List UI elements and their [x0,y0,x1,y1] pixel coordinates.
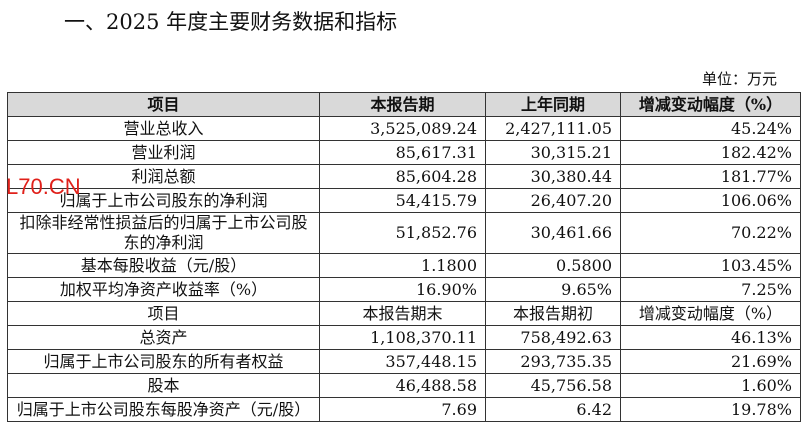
table-row: 基本每股收益（元/股） 1.1800 0.5800 103.45% [7,253,801,278]
table-row: 总资产 1,108,370.11 758,492.63 46.13% [7,325,801,350]
header-cell: 本报告期 [319,92,486,117]
table-row: 股本 46,488.58 45,756.58 1.60% [7,373,801,398]
table-row: 归属于上市公司股东的净利润 54,415.79 26,407.20 106.06% [7,188,801,213]
cell: 19.78% [620,397,801,422]
cell: 2,427,111.05 [485,116,621,141]
row-label: 利润总额 [7,164,320,189]
row-label: 基本每股收益（元/股） [7,253,320,278]
cell: 106.06% [620,188,801,213]
header-cell: 项目 [7,92,320,117]
cell: 182.42% [620,140,801,165]
row-label: 归属于上市公司股东每股净资产（元/股） [7,397,320,422]
table-row: 利润总额 85,604.28 30,380.44 181.77% [7,164,801,189]
cell: 6.42 [485,397,621,422]
row-label: 归属于上市公司股东的净利润 [7,188,320,213]
cell: 54,415.79 [319,188,486,213]
cell: 30,315.21 [485,140,621,165]
header-cell: 上年同期 [485,92,621,117]
cell: 本报告期初 [485,301,621,326]
row-label: 总资产 [7,325,320,350]
cell: 7.69 [319,397,486,422]
cell: 26,407.20 [485,188,621,213]
table-row: 归属于上市公司股东的所有者权益 357,448.15 293,735.35 21.69… [7,349,801,374]
cell: 0.5800 [485,253,621,278]
cell: 85,617.31 [319,140,486,165]
cell: 1.1800 [319,253,486,278]
cell: 本报告期末 [319,301,486,326]
cell: 46,488.58 [319,373,486,398]
financial-table: 项目 本报告期 上年同期 增减变动幅度（%） 营业总收入 3,525,089.24 2,4… [7,92,801,422]
cell: 1,108,370.11 [319,325,486,350]
cell: 21.69% [620,349,801,374]
table-row: 加权平均净资产收益率（%） 16.90% 9.65% 7.25% [7,277,801,302]
cell: 103.45% [620,253,801,278]
row-label: 加权平均净资产收益率（%） [7,277,320,302]
row-label: 项目 [7,301,320,326]
table-row: 归属于上市公司股东每股净资产（元/股） 7.69 6.42 19.78% [7,397,801,422]
row-label: 营业总收入 [7,116,320,141]
cell: 70.22% [620,212,801,254]
cell: 51,852.76 [319,212,486,254]
row-label: 营业利润 [7,140,320,165]
cell: 30,380.44 [485,164,621,189]
cell: 45.24% [620,116,801,141]
table-row: 扣除非经常性损益后的归属于上市公司股东的净利润 51,852.76 30,461.6… [7,212,801,254]
cell: 7.25% [620,277,801,302]
cell: 16.90% [319,277,486,302]
cell: 46.13% [620,325,801,350]
section-title: 一、2025 年度主要财务数据和指标 [64,10,398,34]
cell: 1.60% [620,373,801,398]
cell: 357,448.15 [319,349,486,374]
row-label: 归属于上市公司股东的所有者权益 [7,349,320,374]
cell: 3,525,089.24 [319,116,486,141]
header-cell: 增减变动幅度（%） [620,92,801,117]
cell: 45,756.58 [485,373,621,398]
table-row: 项目 本报告期末 本报告期初 增减变动幅度（%） [7,301,801,326]
cell: 85,604.28 [319,164,486,189]
unit-label: 单位：万元 [701,70,777,88]
cell: 293,735.35 [485,349,621,374]
watermark: L70.CN [6,174,81,199]
cell: 增减变动幅度（%） [620,301,801,326]
row-label: 扣除非经常性损益后的归属于上市公司股东的净利润 [7,212,320,254]
header-row: 项目 本报告期 上年同期 增减变动幅度（%） [7,92,801,117]
row-label: 股本 [7,373,320,398]
cell: 30,461.66 [485,212,621,254]
table-row: 营业利润 85,617.31 30,315.21 182.42% [7,140,801,165]
cell: 9.65% [485,277,621,302]
cell: 758,492.63 [485,325,621,350]
cell: 181.77% [620,164,801,189]
table-row: 营业总收入 3,525,089.24 2,427,111.05 45.24% [7,116,801,141]
